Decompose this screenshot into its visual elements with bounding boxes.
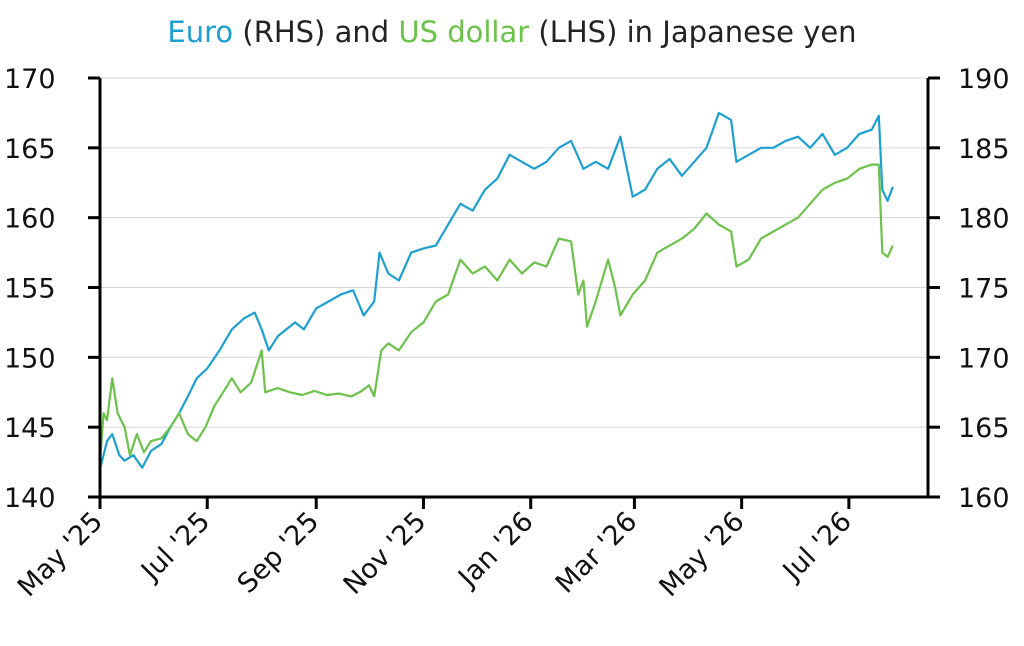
left-tick-label: 165 [4, 134, 56, 165]
gridlines [100, 77, 928, 428]
right-tick-label: 170 [958, 343, 1010, 374]
x-tick-label: May '25 [12, 506, 109, 603]
x-tick-label: Nov '25 [338, 506, 433, 601]
left-tick-label: 155 [4, 274, 56, 305]
right-axis-ticks: 160 165 170 175 180 185 190 [928, 64, 1010, 514]
x-tick-label: Mar '26 [550, 506, 644, 600]
left-tick-label: 140 [4, 483, 56, 514]
euro-line [98, 111, 894, 470]
left-tick-label: 145 [4, 413, 56, 444]
title-part-0: Euro [167, 15, 233, 49]
us-dollar-line [98, 163, 894, 463]
right-tick-label: 190 [958, 64, 1010, 95]
title-part-2: US dollar [398, 15, 529, 49]
right-tick-label: 180 [958, 204, 1010, 235]
left-tick-label: 170 [4, 64, 56, 95]
series-layer [98, 111, 894, 470]
title-part-3: (LHS) in Japanese yen [529, 15, 856, 49]
right-tick-label: 165 [958, 413, 1010, 444]
x-tick-label: Jan '26 [451, 506, 539, 594]
title-part-1: (RHS) and [233, 15, 398, 49]
left-tick-label: 160 [4, 204, 56, 235]
right-tick-label: 185 [958, 134, 1010, 165]
x-tick-label: May '26 [654, 506, 751, 603]
x-tick-label: Jul '25 [134, 506, 216, 588]
right-tick-label: 160 [958, 483, 1010, 514]
x-tick-label: Jul '26 [776, 506, 858, 588]
left-tick-label: 150 [4, 343, 56, 374]
right-tick-label: 175 [958, 274, 1010, 305]
left-axis-ticks: 140 145 150 155 160 165 170 [4, 64, 100, 514]
x-tick-label: Sep '25 [232, 506, 326, 600]
x-axis-ticks: May '25 Jul '25 Sep '25 Nov '25 Jan '26 Mar '… [12, 497, 858, 603]
chart-title: Euro (RHS) and US dollar (LHS) in Japane… [167, 15, 856, 49]
